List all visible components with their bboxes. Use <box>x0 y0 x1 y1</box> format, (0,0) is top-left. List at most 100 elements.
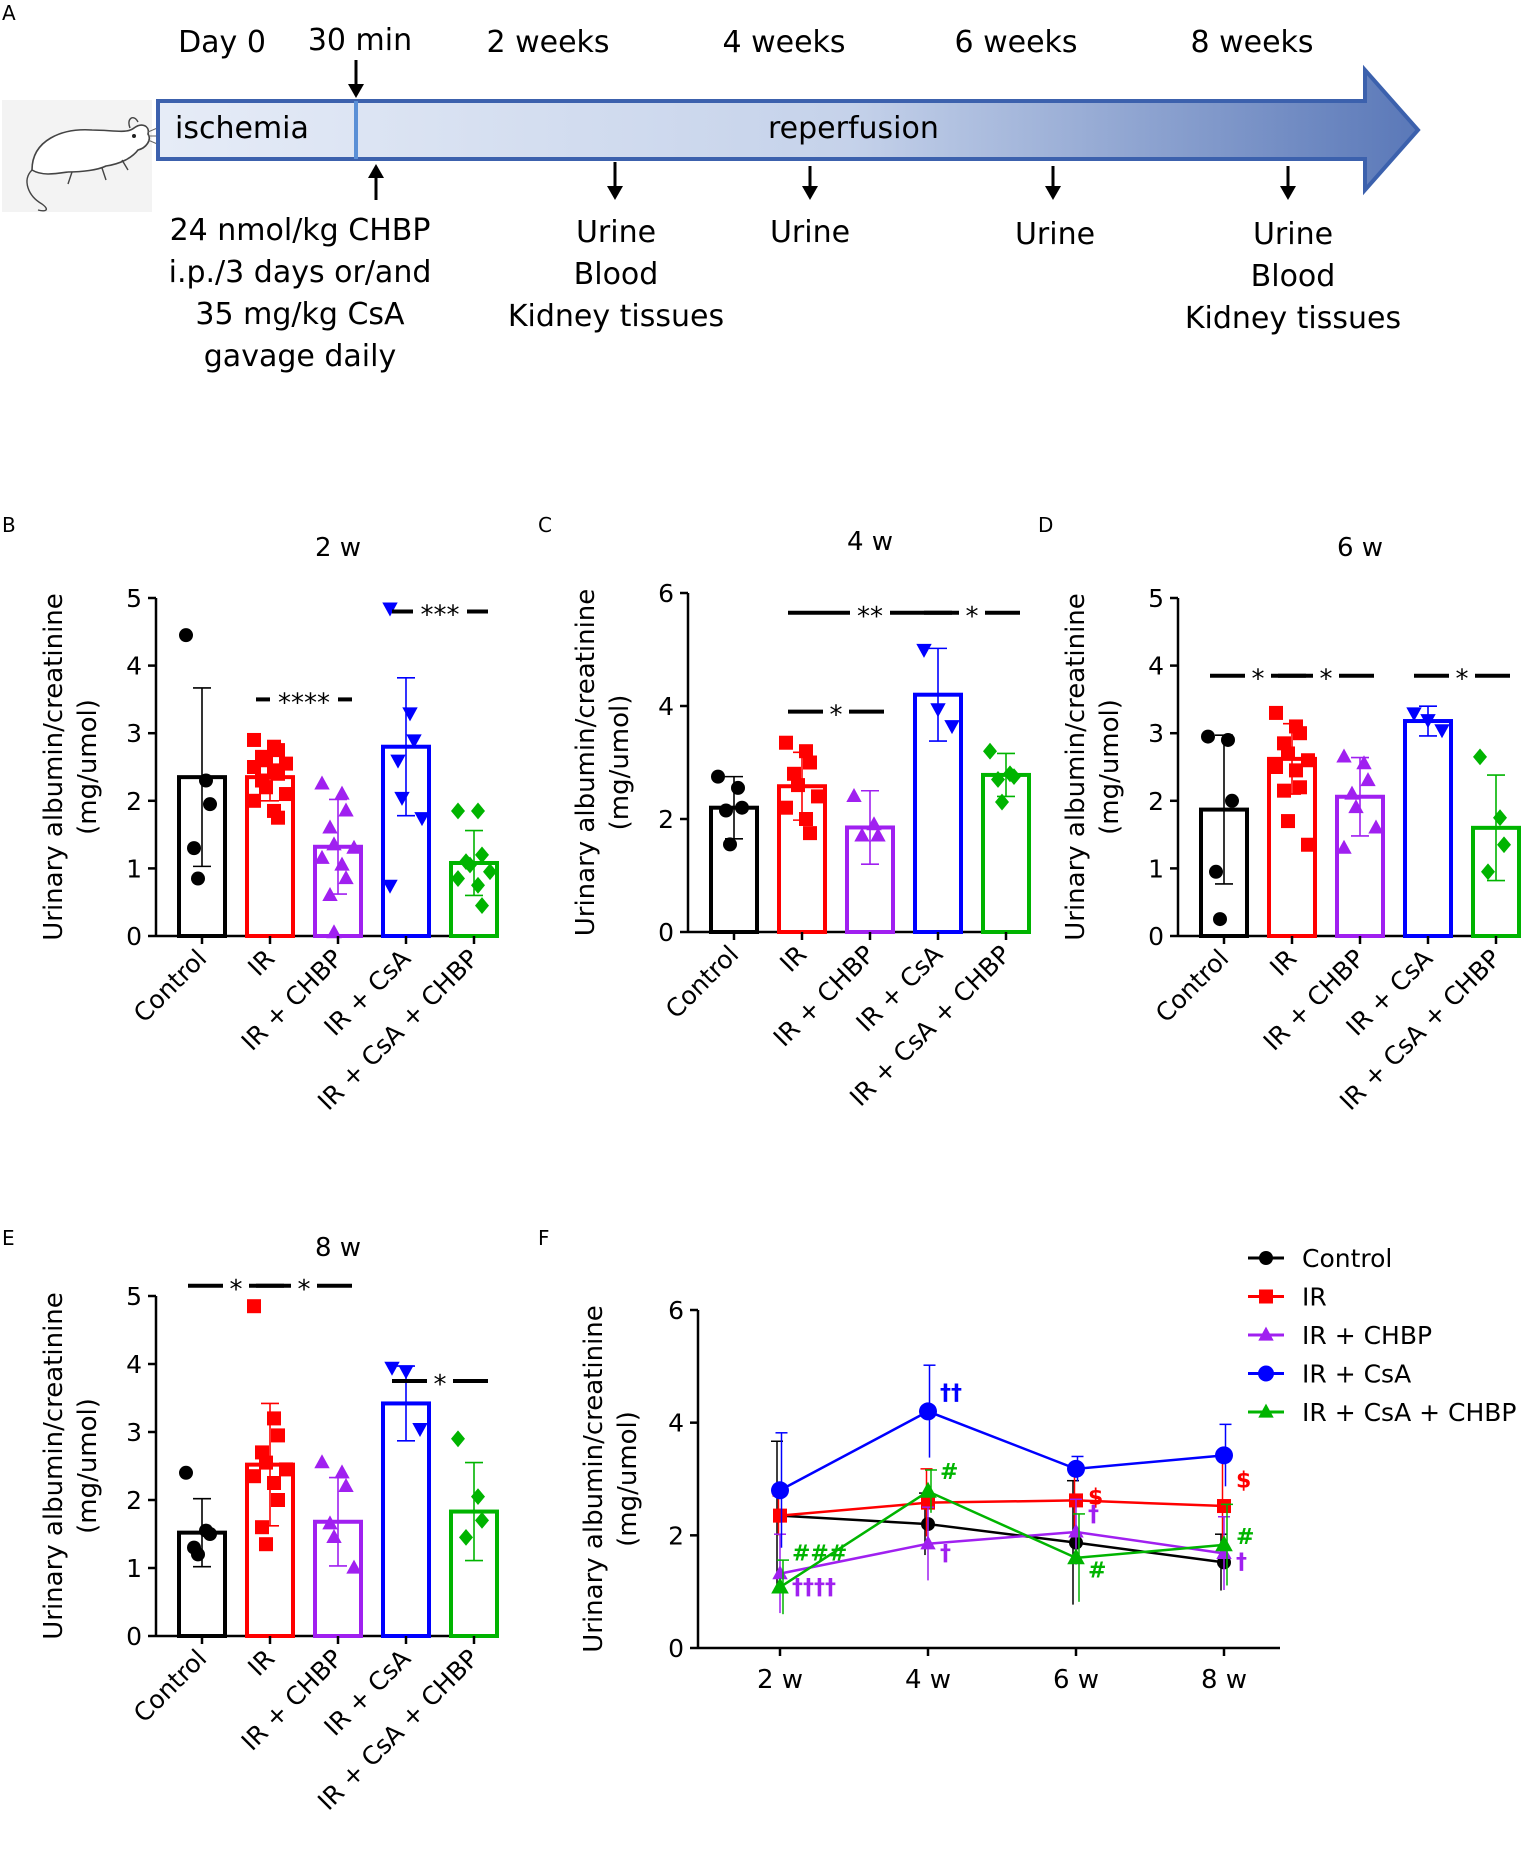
data-point <box>334 1464 350 1479</box>
x-tick-label: Control <box>128 944 212 1028</box>
data-point <box>1434 724 1450 739</box>
x-tick-label: Control <box>128 1644 212 1728</box>
chart-b-2w: 2 w Urinary albumin/creatinine (mg/umol) 0 1… <box>39 533 499 1116</box>
data-point <box>199 773 213 788</box>
data-point <box>334 856 350 871</box>
data-point <box>255 1520 269 1535</box>
data-point <box>1209 864 1223 879</box>
data-point <box>1281 746 1295 761</box>
y-tick-label: 3 <box>126 719 142 748</box>
chart-title: 4 w <box>847 527 893 557</box>
significance-label: *** <box>421 601 460 631</box>
data-point <box>322 887 338 902</box>
x-tick-label: 6 w <box>1053 1665 1099 1695</box>
arrow-down-6w-icon <box>1045 166 1061 200</box>
treatment-line-2: i.p./3 days or/and <box>169 255 432 290</box>
data-point <box>799 744 813 759</box>
data-point <box>1293 780 1307 795</box>
data-point <box>1216 1544 1232 1559</box>
time-4weeks: 4 weeks <box>722 25 845 60</box>
data-point <box>772 1565 788 1580</box>
data-point <box>338 870 354 885</box>
data-point <box>920 1535 936 1550</box>
data-point <box>267 1411 281 1426</box>
data-point <box>191 1547 205 1562</box>
sample-2w-blood: Blood <box>574 257 659 292</box>
x-tick-label: 8 w <box>1201 1665 1247 1695</box>
legend-label: IR + CHBP <box>1302 1321 1432 1350</box>
panel-a-timeline: A ischemia reperfusion Day 0 30 min 2 we… <box>2 1 1421 374</box>
data-point <box>811 789 825 804</box>
data-point <box>1301 837 1315 852</box>
y-axis-label: Urinary albumin/creatinine (mg/umol) <box>39 1292 103 1640</box>
data-point <box>179 1465 193 1480</box>
significance-label: † <box>1088 1502 1099 1527</box>
data-point <box>995 793 1009 811</box>
data-point <box>187 841 201 856</box>
y-tick-label: 0 <box>126 922 142 951</box>
data-point <box>1269 760 1283 774</box>
y-tick-label: 5 <box>126 584 142 613</box>
significance-label: †††† <box>792 1575 836 1600</box>
data-point <box>463 856 477 874</box>
series-line <box>779 1410 1225 1492</box>
x-tick-label: IR <box>242 1644 280 1682</box>
data-point <box>870 827 886 842</box>
time-2weeks: 2 weeks <box>486 25 609 60</box>
phase-ischemia: ischemia <box>175 111 309 146</box>
data-point <box>203 797 217 812</box>
y-tick-label: 5 <box>126 1282 142 1311</box>
data-point <box>919 1481 937 1498</box>
data-point <box>919 1402 937 1421</box>
data-point <box>1215 1446 1233 1465</box>
y-tick-label: 4 <box>658 692 674 721</box>
data-point <box>1497 836 1511 854</box>
data-point <box>334 785 350 800</box>
sample-8w-kidney: Kidney tissues <box>1185 301 1401 336</box>
data-point <box>1336 839 1352 854</box>
data-point <box>1473 748 1487 766</box>
significance-label: † <box>940 1542 951 1567</box>
data-point <box>779 800 793 815</box>
time-day0: Day 0 <box>178 25 266 60</box>
chart-c-4w: 4 w Urinary albumin/creatinine (mg/umol) 0 2… <box>571 527 1031 1112</box>
data-point <box>459 1529 473 1546</box>
data-point <box>799 812 813 826</box>
significance-label: ### <box>792 1542 847 1567</box>
data-point <box>1481 863 1495 881</box>
timeline-arrow <box>156 64 1421 196</box>
arrow-down-2w-icon <box>607 162 623 200</box>
data-point <box>259 1455 273 1470</box>
arrow-down-4w-icon <box>802 166 818 200</box>
significance-label: ** <box>857 602 883 632</box>
data-point <box>451 1430 465 1448</box>
data-point <box>771 1577 789 1594</box>
data-point <box>271 1493 285 1507</box>
data-point <box>322 819 338 834</box>
sample-6w-urine: Urine <box>1015 217 1095 252</box>
panel-label-d: D <box>1038 513 1053 537</box>
data-point <box>382 879 398 894</box>
data-point <box>771 1481 789 1500</box>
data-point <box>846 788 862 802</box>
data-point <box>475 897 489 914</box>
y-tick-label: 4 <box>126 652 142 681</box>
data-point <box>390 754 406 769</box>
treatment-line-4: gavage daily <box>204 339 396 374</box>
panel-label-f: F <box>538 1226 550 1250</box>
data-point <box>854 827 870 842</box>
data-point <box>1336 748 1352 763</box>
data-point <box>787 766 801 781</box>
y-tick-label: 1 <box>126 854 142 883</box>
data-point <box>247 793 261 808</box>
data-point <box>414 812 430 827</box>
data-point <box>1420 714 1436 729</box>
data-point <box>1067 1459 1085 1478</box>
data-point <box>475 1512 489 1529</box>
significance-label: * <box>966 602 979 632</box>
data-point <box>346 839 362 854</box>
data-point <box>259 1537 273 1552</box>
series-ir-csa <box>771 1364 1233 1548</box>
y-tick-label: 6 <box>668 1296 684 1325</box>
data-point <box>930 703 946 718</box>
